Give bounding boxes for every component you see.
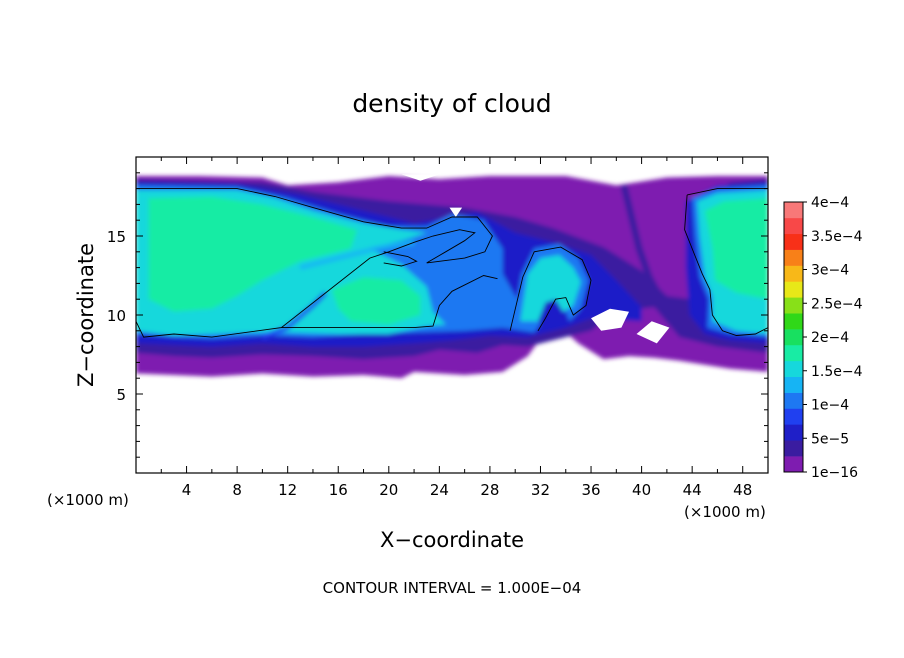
x-tick-label-4: 4 bbox=[182, 481, 192, 499]
colorbar-swatch-16 bbox=[784, 217, 803, 235]
colorbar-label-3: 3e−4 bbox=[811, 263, 849, 279]
colorbar: 4e−4 3.5e−4 3e−4 2.5e−4 2e−4 1.5e−4 1e−4 5e−5 1e… bbox=[783, 195, 863, 481]
x-tick-label-24: 24 bbox=[430, 481, 449, 499]
x-tick-label-48: 48 bbox=[733, 481, 752, 499]
colorbar-swatch-5 bbox=[784, 392, 803, 409]
x-tick-label-12: 12 bbox=[278, 481, 297, 499]
contour-line-1 bbox=[136, 188, 493, 338]
contour-interval-note: CONTOUR INTERVAL = 1.000E−04 bbox=[323, 579, 582, 597]
x-unit-right: (×1000 m) bbox=[684, 503, 766, 521]
green-core-left bbox=[148, 196, 358, 312]
colorbar-swatch-12 bbox=[784, 281, 803, 298]
clear-air-hole-3 bbox=[591, 308, 629, 331]
colorbar-swatch-7 bbox=[784, 360, 803, 378]
colorbar-label-9: 1e−16 bbox=[811, 465, 858, 481]
colorbar-label-6: 1.5e−4 bbox=[811, 364, 863, 380]
streak-upper bbox=[299, 239, 415, 271]
y-tick-label-10: 10 bbox=[107, 307, 126, 325]
colorbar-swatch-9 bbox=[784, 329, 803, 346]
colorbar-swatch-10 bbox=[784, 313, 803, 330]
colorbar-label-8: 5e−5 bbox=[811, 431, 849, 447]
colorbar-swatch-11 bbox=[784, 297, 803, 314]
colorbar-swatch-6 bbox=[784, 376, 803, 393]
clear-air-hole-4 bbox=[636, 321, 670, 344]
colorbar-swatch-2 bbox=[784, 440, 803, 457]
clear-air-hole-1 bbox=[401, 174, 440, 181]
x-unit-left: (×1000 m) bbox=[47, 491, 129, 509]
y-tick-label-15: 15 bbox=[107, 228, 126, 246]
y-axis-label: Z−coordinate bbox=[74, 243, 98, 387]
contour-line-5 bbox=[687, 188, 768, 196]
colorbar-label-1: 4e−4 bbox=[811, 195, 849, 211]
y-tick-label-5: 5 bbox=[116, 386, 126, 404]
plume-cyan bbox=[520, 255, 581, 322]
green-core-center bbox=[331, 277, 421, 325]
green-core-right bbox=[704, 198, 768, 300]
colorbar-swatch-13 bbox=[784, 265, 803, 282]
colorbar-swatch-17 bbox=[784, 202, 803, 219]
x-tick-label-28: 28 bbox=[480, 481, 499, 499]
density-field bbox=[136, 174, 768, 379]
colorbar-swatch-15 bbox=[784, 233, 803, 250]
streak-lower bbox=[261, 291, 328, 340]
x-tick-label-44: 44 bbox=[683, 481, 702, 499]
colorbar-label-5: 2e−4 bbox=[811, 330, 849, 346]
colorbar-swatch-8 bbox=[784, 344, 803, 362]
x-axis-label: X−coordinate bbox=[380, 528, 524, 552]
x-tick-label-32: 32 bbox=[531, 481, 550, 499]
x-tick-label-8: 8 bbox=[232, 481, 242, 499]
colorbar-swatch-1 bbox=[784, 456, 803, 473]
contour-line-3 bbox=[383, 251, 418, 267]
contour-line-2 bbox=[281, 275, 498, 329]
x-tick-label-16: 16 bbox=[329, 481, 348, 499]
x-tick-label-20: 20 bbox=[379, 481, 398, 499]
colorbar-swatch-14 bbox=[784, 249, 803, 266]
contour-line-4 bbox=[509, 246, 592, 332]
colorbar-label-2: 3.5e−4 bbox=[811, 229, 863, 245]
density-field-layers bbox=[136, 176, 768, 379]
colorbar-swatch-3 bbox=[784, 424, 803, 441]
colorbar-label-7: 1e−4 bbox=[811, 398, 849, 414]
x-tick-label-40: 40 bbox=[632, 481, 651, 499]
colorbar-label-4: 2.5e−4 bbox=[811, 296, 863, 312]
streak-right bbox=[620, 184, 663, 298]
x-tick-label-36: 36 bbox=[581, 481, 600, 499]
contour-line-6 bbox=[684, 194, 768, 336]
clear-air-hole-2 bbox=[449, 207, 463, 217]
chart-title: density of cloud bbox=[352, 89, 551, 118]
contour-lines bbox=[136, 188, 768, 338]
colorbar-swatch-4 bbox=[784, 408, 803, 425]
